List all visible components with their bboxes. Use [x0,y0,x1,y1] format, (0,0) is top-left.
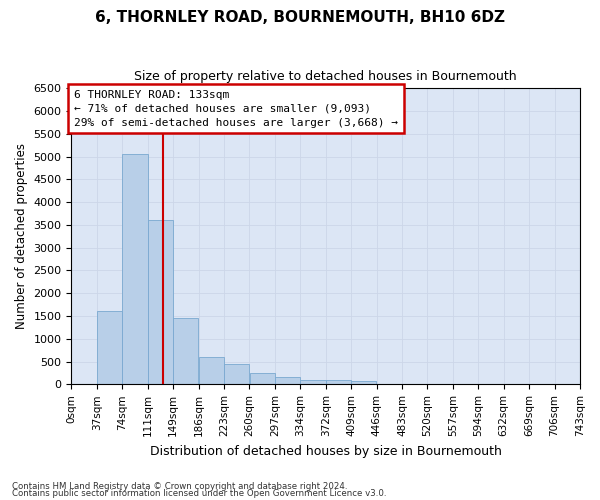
Y-axis label: Number of detached properties: Number of detached properties [15,144,28,330]
Bar [275,378,300,384]
Bar [97,312,122,384]
Title: Size of property relative to detached houses in Bournemouth: Size of property relative to detached ho… [134,70,517,83]
Bar [173,318,199,384]
Text: Contains public sector information licensed under the Open Government Licence v3: Contains public sector information licen… [12,489,386,498]
Bar [351,381,376,384]
Text: Contains HM Land Registry data © Crown copyright and database right 2024.: Contains HM Land Registry data © Crown c… [12,482,347,491]
Bar [122,154,148,384]
Bar [148,220,173,384]
Bar [224,364,249,384]
Bar [301,380,326,384]
Bar [326,380,351,384]
Bar [199,357,224,384]
Text: 6 THORNLEY ROAD: 133sqm
← 71% of detached houses are smaller (9,093)
29% of semi: 6 THORNLEY ROAD: 133sqm ← 71% of detache… [74,90,398,128]
X-axis label: Distribution of detached houses by size in Bournemouth: Distribution of detached houses by size … [150,444,502,458]
Text: 6, THORNLEY ROAD, BOURNEMOUTH, BH10 6DZ: 6, THORNLEY ROAD, BOURNEMOUTH, BH10 6DZ [95,10,505,25]
Bar [250,373,275,384]
